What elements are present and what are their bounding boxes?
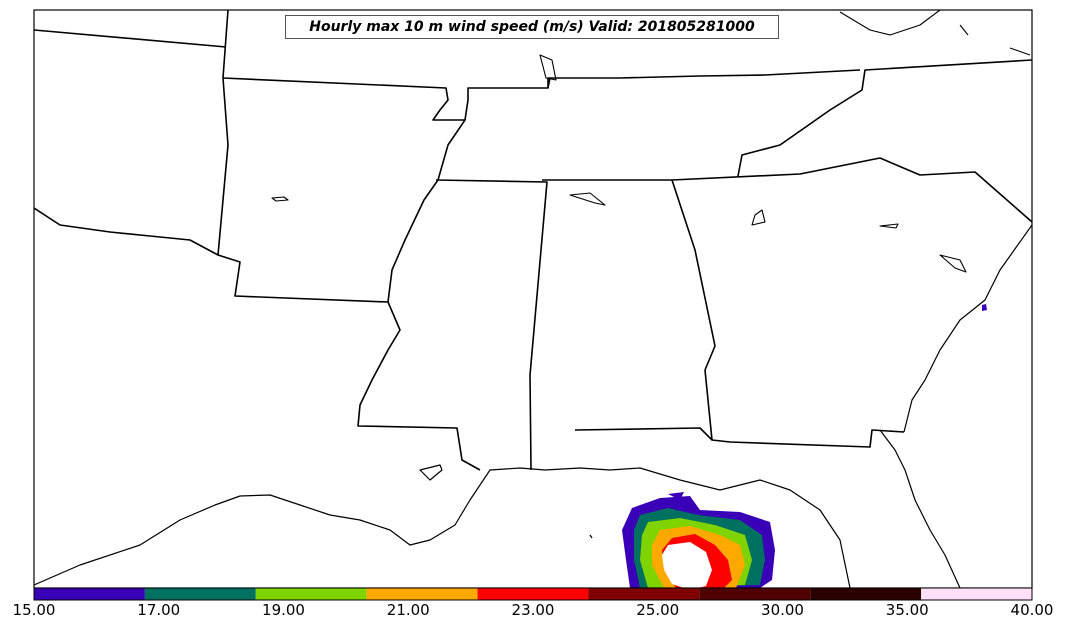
colorbar-frame xyxy=(33,587,1033,601)
colorbar-segment xyxy=(588,588,700,600)
colorbar-segment xyxy=(810,588,922,600)
colorbar-tick-label: 15.00 xyxy=(12,601,56,619)
state-borders xyxy=(34,10,1032,471)
colorbar-tick-label: 23.00 xyxy=(511,601,555,619)
colorbar-segment xyxy=(34,588,145,600)
colorbar-segment xyxy=(477,588,589,600)
coastline xyxy=(34,224,1032,588)
map-title: Hourly max 10 m wind speed (m/s) Valid: … xyxy=(285,15,779,39)
colorbar-segment xyxy=(921,588,1032,600)
colorbar-segment xyxy=(699,588,811,600)
lakes xyxy=(271,10,1031,273)
colorbar-tick-label: 30.00 xyxy=(761,601,804,619)
colorbar-tick-label: 25.00 xyxy=(636,601,680,619)
wind-swath xyxy=(622,304,987,590)
colorbar-segment xyxy=(255,588,367,600)
colorbar-tick-label: 35.00 xyxy=(885,601,929,619)
colorbar-tick-label: 19.00 xyxy=(262,601,305,619)
colorbar xyxy=(33,587,1033,601)
eye xyxy=(662,542,712,590)
colorbar-segment xyxy=(366,588,478,600)
colorbar-tick-label: 21.00 xyxy=(386,601,430,619)
contour-15-blob xyxy=(982,304,987,311)
colorbar-tick-label: 17.00 xyxy=(137,601,181,619)
colorbar-segment xyxy=(144,588,256,600)
colorbar-tick-label: 40.00 xyxy=(1010,601,1054,619)
map-background xyxy=(34,10,1032,588)
